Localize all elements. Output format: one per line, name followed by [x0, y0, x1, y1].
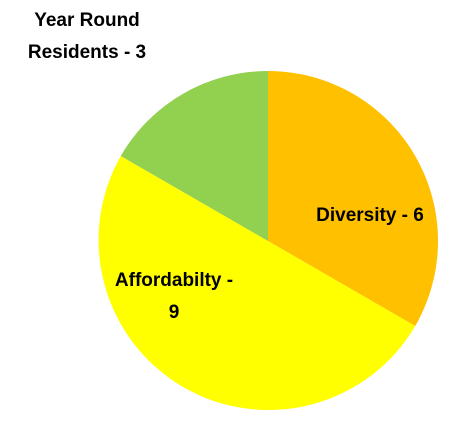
- pie-slice-diversity: [268, 71, 438, 326]
- pie-slice-year-round-residents: [120, 71, 268, 241]
- slice-label-diversity: Diversity - 6: [316, 205, 424, 226]
- slice-label-affordabilty: Affordabilty -9: [115, 270, 233, 323]
- slice-label-year-round-residents: Year Round Residents - 3: [28, 10, 146, 63]
- slice-labels: Diversity - 6 Affordabilty -9 Year Round Re…: [28, 10, 424, 323]
- pie-slice-affordabilty: [98, 156, 416, 411]
- pie-slices: [98, 71, 438, 411]
